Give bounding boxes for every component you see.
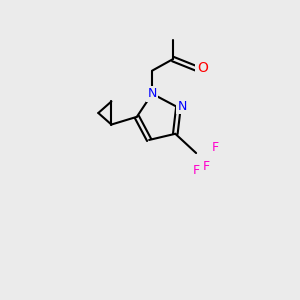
Text: N: N — [178, 100, 187, 112]
Text: F: F — [193, 164, 200, 177]
Text: N: N — [148, 87, 157, 100]
Text: F: F — [212, 141, 219, 154]
Text: O: O — [197, 61, 208, 75]
Text: F: F — [202, 160, 210, 173]
